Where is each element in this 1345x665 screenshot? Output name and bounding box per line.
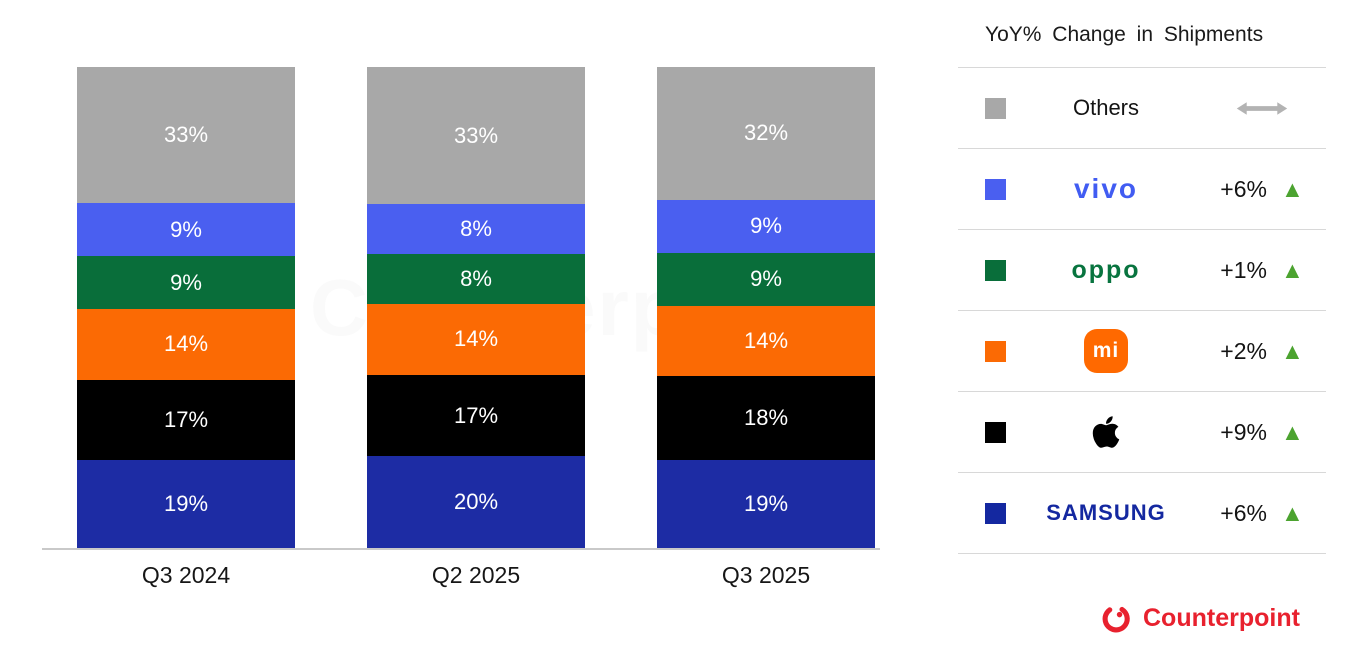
- others-swatch: [985, 97, 1006, 119]
- bar-segment-apple: 17%: [77, 379, 295, 461]
- segment-value-label: 9%: [750, 213, 782, 239]
- legend-row-oppo: oppo +1% ▲: [958, 230, 1326, 311]
- apple-logo-icon: [1092, 416, 1120, 448]
- x-tick-label: Q2 2025: [431, 562, 521, 588]
- counterpoint-brand: Counterpoint: [1100, 598, 1300, 638]
- bar-segment-apple: 17%: [367, 374, 585, 457]
- segment-value-label: 9%: [750, 266, 782, 292]
- samsung-change: +6%: [1220, 499, 1267, 526]
- samsung-swatch: [985, 502, 1006, 524]
- legend-rows: Others vivo +6% ▲: [958, 67, 1326, 554]
- bar-segment-vivo: 9%: [657, 199, 875, 253]
- segment-value-label: 17%: [453, 402, 499, 428]
- oppo-logo: oppo: [1071, 255, 1141, 284]
- up-triangle-icon: ▲: [1280, 175, 1304, 202]
- stacked-bar-q2-2025: 33% 8% 8% 14% 17% 20%: [367, 67, 585, 548]
- oppo-logo-cell: oppo: [1006, 256, 1206, 285]
- up-triangle-icon: ▲: [1280, 499, 1304, 526]
- segment-value-label: 17%: [163, 406, 209, 432]
- bar-segment-samsung: 19%: [657, 460, 875, 548]
- xiaomi-logo-cell: mi: [1006, 329, 1206, 373]
- vivo-change-cell: +6% ▲: [1206, 176, 1326, 203]
- stacked-bar-q3-2025: 32% 9% 9% 14% 18% 19%: [657, 67, 875, 548]
- x-axis-labels: Q3 2024 Q2 2025 Q3 2025: [77, 562, 875, 589]
- segment-value-label: 8%: [460, 216, 492, 242]
- samsung-logo-cell: SAMSUNG: [1006, 500, 1206, 526]
- legend-row-samsung: SAMSUNG +6% ▲: [958, 473, 1326, 554]
- bar-segment-others: 33%: [367, 67, 585, 205]
- up-triangle-icon: ▲: [1280, 418, 1304, 445]
- segment-value-label: 20%: [453, 489, 499, 515]
- xiaomi-change-cell: +2% ▲: [1206, 338, 1326, 365]
- bar-segment-vivo: 9%: [77, 203, 295, 257]
- segment-value-label: 14%: [163, 331, 209, 357]
- bar-segment-samsung: 19%: [77, 460, 295, 548]
- vivo-swatch: [985, 178, 1006, 200]
- samsung-logo: SAMSUNG: [1046, 500, 1166, 525]
- segment-value-label: 9%: [170, 269, 202, 295]
- counterpoint-brand-text: Counterpoint: [1143, 603, 1300, 632]
- up-triangle-icon: ▲: [1280, 256, 1304, 283]
- xiaomi-swatch: [985, 340, 1006, 362]
- bar-segment-vivo: 8%: [367, 204, 585, 255]
- bar-segment-oppo: 8%: [367, 254, 585, 305]
- xiaomi-change: +2%: [1220, 337, 1267, 364]
- segment-value-label: 18%: [743, 405, 789, 431]
- apple-change: +9%: [1220, 418, 1267, 445]
- bar-segment-xiaomi: 14%: [657, 305, 875, 377]
- others-change-cell: [1206, 100, 1326, 117]
- stacked-bar-q3-2024: 33% 9% 9% 14% 17% 19%: [77, 67, 295, 548]
- vivo-logo: vivo: [1073, 173, 1139, 204]
- segment-value-label: 14%: [743, 327, 789, 353]
- oppo-swatch: [985, 259, 1006, 281]
- vivo-logo-cell: vivo: [1006, 173, 1206, 205]
- segment-value-label: 32%: [743, 120, 789, 146]
- legend-row-xiaomi: mi +2% ▲: [958, 311, 1326, 392]
- legend-row-vivo: vivo +6% ▲: [958, 149, 1326, 230]
- segment-value-label: 9%: [170, 216, 202, 242]
- segment-value-label: 8%: [460, 266, 492, 292]
- segment-value-label: 33%: [453, 122, 499, 148]
- segment-value-label: 33%: [163, 122, 209, 148]
- oppo-change-cell: +1% ▲: [1206, 257, 1326, 284]
- bar-segment-xiaomi: 14%: [77, 309, 295, 380]
- x-axis-line: [42, 548, 880, 550]
- up-triangle-icon: ▲: [1280, 337, 1304, 364]
- x-tick-label: Q3 2024: [141, 562, 231, 588]
- xiaomi-mi-logo-icon: mi: [1084, 329, 1128, 373]
- segment-value-label: 14%: [453, 326, 499, 352]
- apple-swatch: [985, 421, 1006, 443]
- vivo-change: +6%: [1220, 175, 1267, 202]
- oppo-change: +1%: [1220, 256, 1267, 283]
- legend-row-apple: +9% ▲: [958, 392, 1326, 473]
- others-label: Others: [1072, 95, 1140, 120]
- legend-row-others: Others: [958, 68, 1326, 149]
- legend-title: YoY% Change in Shipments: [985, 23, 1264, 46]
- others-logo-cell: Others: [1006, 95, 1206, 121]
- bar-segment-xiaomi: 14%: [367, 304, 585, 375]
- legend-panel: YoY% Change in Shipments Others vivo: [958, 20, 1326, 554]
- bars: 33% 9% 9% 14% 17% 19% 33% 8% 8% 14% 17% 20% 32% 9% 9% 1…: [77, 67, 875, 548]
- bar-segment-oppo: 9%: [77, 256, 295, 310]
- apple-logo-cell: [1006, 414, 1206, 450]
- segment-value-label: 19%: [163, 491, 209, 517]
- bar-segment-others: 32%: [657, 67, 875, 200]
- bar-segment-samsung: 20%: [367, 456, 585, 548]
- counterpoint-logo-icon: [1102, 605, 1130, 633]
- apple-change-cell: +9% ▲: [1206, 419, 1326, 446]
- x-tick-label: Q3 2025: [721, 562, 811, 588]
- samsung-change-cell: +6% ▲: [1206, 500, 1326, 527]
- bar-segment-others: 33%: [77, 67, 295, 204]
- segment-value-label: 19%: [743, 491, 789, 517]
- flat-arrow-icon: [1236, 101, 1288, 115]
- bar-segment-apple: 18%: [657, 376, 875, 461]
- bar-segment-oppo: 9%: [657, 252, 875, 306]
